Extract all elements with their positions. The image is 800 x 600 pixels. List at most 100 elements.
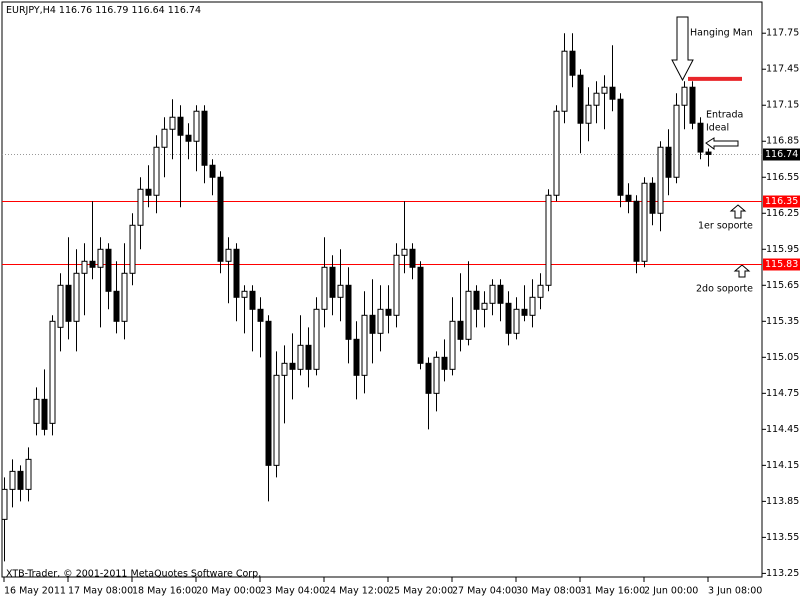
- y-tick-label: 114.45: [766, 424, 799, 435]
- last-high: 116.79: [95, 5, 128, 16]
- y-tick-label: 117.75: [766, 28, 799, 39]
- x-tick-label: 20 May 00:00: [196, 586, 261, 597]
- level-label-box: [763, 195, 800, 208]
- candle-body: [529, 296, 536, 316]
- candle-body: [201, 110, 208, 166]
- candle-body: [17, 470, 24, 490]
- arrow-up: [733, 264, 751, 278]
- candle-body: [9, 470, 16, 490]
- candle-body: [249, 290, 256, 310]
- x-tick-label: 16 May 2011: [4, 586, 66, 597]
- candle-body: [281, 362, 288, 376]
- x-tick-label: 17 May 08:00: [68, 586, 133, 597]
- candle-body: [689, 86, 696, 124]
- candle-body: [569, 50, 576, 76]
- last-low: 116.64: [131, 5, 164, 16]
- y-tick-label: 116.55: [766, 172, 799, 183]
- y-tick-label: 113.25: [766, 568, 799, 579]
- candle-body: [417, 266, 424, 364]
- current-price-box: [763, 148, 800, 161]
- candle-body: [49, 320, 56, 424]
- y-tick-label: 115.65: [766, 280, 799, 291]
- footer: XTB-Trader, © 2001-2011 MetaQuotes Softw…: [6, 569, 261, 580]
- candle-body: [321, 266, 328, 310]
- candle-body: [89, 260, 96, 268]
- candle-body: [337, 284, 344, 298]
- candle-body: [25, 458, 32, 490]
- y-tick-label: 115.05: [766, 352, 799, 363]
- candle-body: [153, 146, 160, 196]
- annotation: Hanging Man: [690, 28, 753, 39]
- candle-body: [537, 284, 544, 298]
- candle-body: [329, 266, 336, 298]
- candle-body: [393, 254, 400, 316]
- y-tick-label: 117.15: [766, 100, 799, 111]
- candle-body: [97, 248, 104, 268]
- annotation: 2do soporte: [696, 284, 753, 295]
- candle-body: [441, 356, 448, 370]
- candle-body: [225, 248, 232, 262]
- y-tick-label: 114.15: [766, 460, 799, 471]
- candle-body: [161, 128, 168, 148]
- candle-body: [465, 290, 472, 340]
- candle-body: [649, 182, 656, 214]
- last-open: 116.76: [59, 5, 92, 16]
- candle-body: [81, 260, 88, 274]
- candle-body: [305, 344, 312, 370]
- x-tick-label: 2 Jun 00:00: [644, 586, 698, 597]
- y-tick-label: 115.95: [766, 244, 799, 255]
- candle-body: [313, 308, 320, 370]
- candle-body: [265, 320, 272, 466]
- candle-body: [449, 320, 456, 370]
- candle-body: [177, 116, 184, 136]
- y-tick-label: 113.55: [766, 532, 799, 543]
- candle-body: [505, 302, 512, 334]
- candle-body: [657, 146, 664, 214]
- candle-body: [129, 224, 136, 274]
- candle-body: [121, 272, 128, 322]
- x-tick-label: 3 Jun 08:00: [708, 586, 762, 597]
- candle-body: [625, 194, 632, 202]
- last-close: 116.74: [168, 5, 201, 16]
- level-label: 116.35: [765, 196, 798, 207]
- x-tick-label: 25 May 20:00: [388, 586, 453, 597]
- candle-body: [457, 320, 464, 340]
- candle-body: [257, 308, 264, 322]
- candle-body: [641, 182, 648, 262]
- candle-body: [553, 110, 560, 196]
- y-tick-label: 117.45: [766, 64, 799, 75]
- candle-body: [353, 338, 360, 376]
- candle-body: [169, 116, 176, 130]
- candle-body: [209, 164, 216, 178]
- y-tick-label: 116.25: [766, 208, 799, 219]
- y-tick-label: 115.35: [766, 316, 799, 327]
- candle-body: [585, 104, 592, 124]
- candle-body: [489, 284, 496, 304]
- y-tick-label: 113.85: [766, 496, 799, 507]
- candle-body: [521, 308, 528, 316]
- candle-body: [497, 284, 504, 304]
- y-tick-label: 114.75: [766, 388, 799, 399]
- y-tick-label: 116.85: [766, 136, 799, 147]
- x-tick-label: 27 May 04:00: [452, 586, 517, 597]
- candle-body: [233, 248, 240, 298]
- candle-body: [289, 362, 296, 370]
- candle-body: [217, 176, 224, 262]
- candle-body: [33, 398, 40, 424]
- x-tick-label: 30 May 08:00: [516, 586, 581, 597]
- plot-frame: [1, 1, 763, 578]
- candle-body: [361, 314, 368, 376]
- candle-body: [65, 284, 72, 322]
- candle-body: [57, 284, 64, 328]
- candle-body: [41, 398, 48, 430]
- candle-body: [137, 188, 144, 226]
- candle-body: [545, 194, 552, 286]
- candle-body: [241, 290, 248, 298]
- arrow-up: [729, 204, 747, 219]
- candle-body: [433, 356, 440, 394]
- candle-body: [697, 122, 704, 153]
- candle-body: [409, 248, 416, 268]
- annotation: Entrada: [706, 110, 743, 121]
